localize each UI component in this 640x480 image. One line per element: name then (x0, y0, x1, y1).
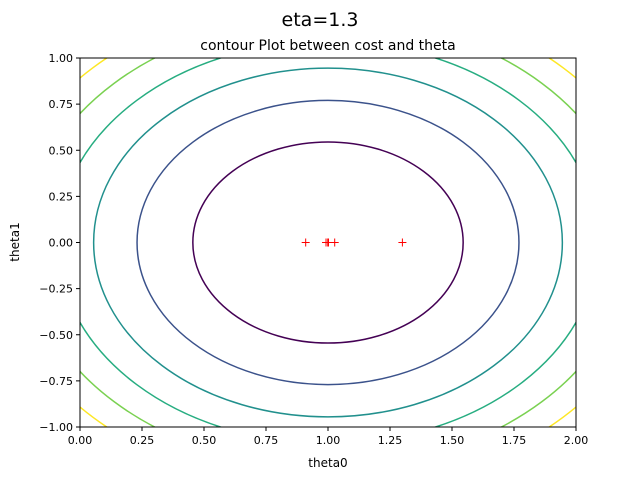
x-tick-label: 0.50 (192, 434, 217, 447)
x-tick-label: 1.50 (440, 434, 465, 447)
x-tick-label: 0.75 (254, 434, 279, 447)
x-axis-label: theta0 (308, 456, 347, 470)
y-axis-ticks: −1.00 −0.75 −0.50 −0.25 0.00 0.25 0.50 0.75 1.00 (39, 52, 80, 434)
y-tick-label: 0.75 (49, 98, 74, 111)
x-tick-label: 1.00 (316, 434, 341, 447)
figure-suptitle: eta=1.3 (282, 9, 359, 31)
y-tick-label: 0.25 (49, 190, 74, 203)
x-tick-label: 0.25 (130, 434, 155, 447)
contour-level-1 (192, 141, 464, 344)
y-tick-label: 1.00 (49, 52, 74, 65)
y-tick-label: 0.50 (49, 144, 74, 157)
contour-level-2 (136, 99, 520, 386)
x-tick-label: 2.00 (564, 434, 589, 447)
y-axis-label: theta1 (8, 222, 22, 261)
y-tick-label: −0.25 (39, 283, 73, 296)
descent-point-2 (301, 238, 310, 247)
y-tick-label: −0.50 (39, 329, 73, 342)
descent-point-7 (324, 238, 332, 247)
x-tick-label: 1.75 (502, 434, 527, 447)
chart-title: contour Plot between cost and theta (200, 38, 455, 54)
descent-point-1 (398, 238, 407, 247)
y-tick-label: −1.00 (39, 421, 73, 434)
y-tick-label: 0.00 (49, 237, 74, 250)
x-tick-label: 0.00 (68, 434, 93, 447)
x-tick-label: 1.25 (378, 434, 403, 447)
contour-level-3 (92, 67, 564, 418)
gradient-descent-points (301, 238, 407, 247)
y-tick-label: −0.75 (39, 375, 73, 388)
x-axis-ticks: 0.00 0.25 0.50 0.75 1.00 1.25 1.50 1.75 2.00 (68, 427, 589, 447)
